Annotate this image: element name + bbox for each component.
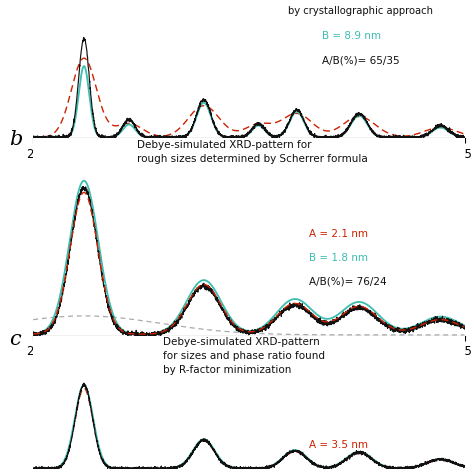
Text: A/B(%)= 76/24: A/B(%)= 76/24 <box>309 276 387 286</box>
Text: b: b <box>9 130 23 149</box>
Text: A = 2.1 nm: A = 2.1 nm <box>309 229 368 239</box>
Text: Debye-simulated XRD-pattern
for sizes and phase ratio found
by R-factor minimiza: Debye-simulated XRD-pattern for sizes an… <box>163 337 325 375</box>
Text: A = 3.5 nm: A = 3.5 nm <box>309 440 368 450</box>
Text: Debye-simulated XRD-pattern for
rough sizes determined by Scherrer formula: Debye-simulated XRD-pattern for rough si… <box>137 140 367 164</box>
Text: B = 1.8 nm: B = 1.8 nm <box>309 253 368 263</box>
Text: c: c <box>9 330 21 349</box>
Text: by crystallographic approach: by crystallographic approach <box>288 6 433 16</box>
Text: B = 8.9 nm: B = 8.9 nm <box>322 31 381 41</box>
Text: A/B(%)= 65/35: A/B(%)= 65/35 <box>322 55 400 65</box>
